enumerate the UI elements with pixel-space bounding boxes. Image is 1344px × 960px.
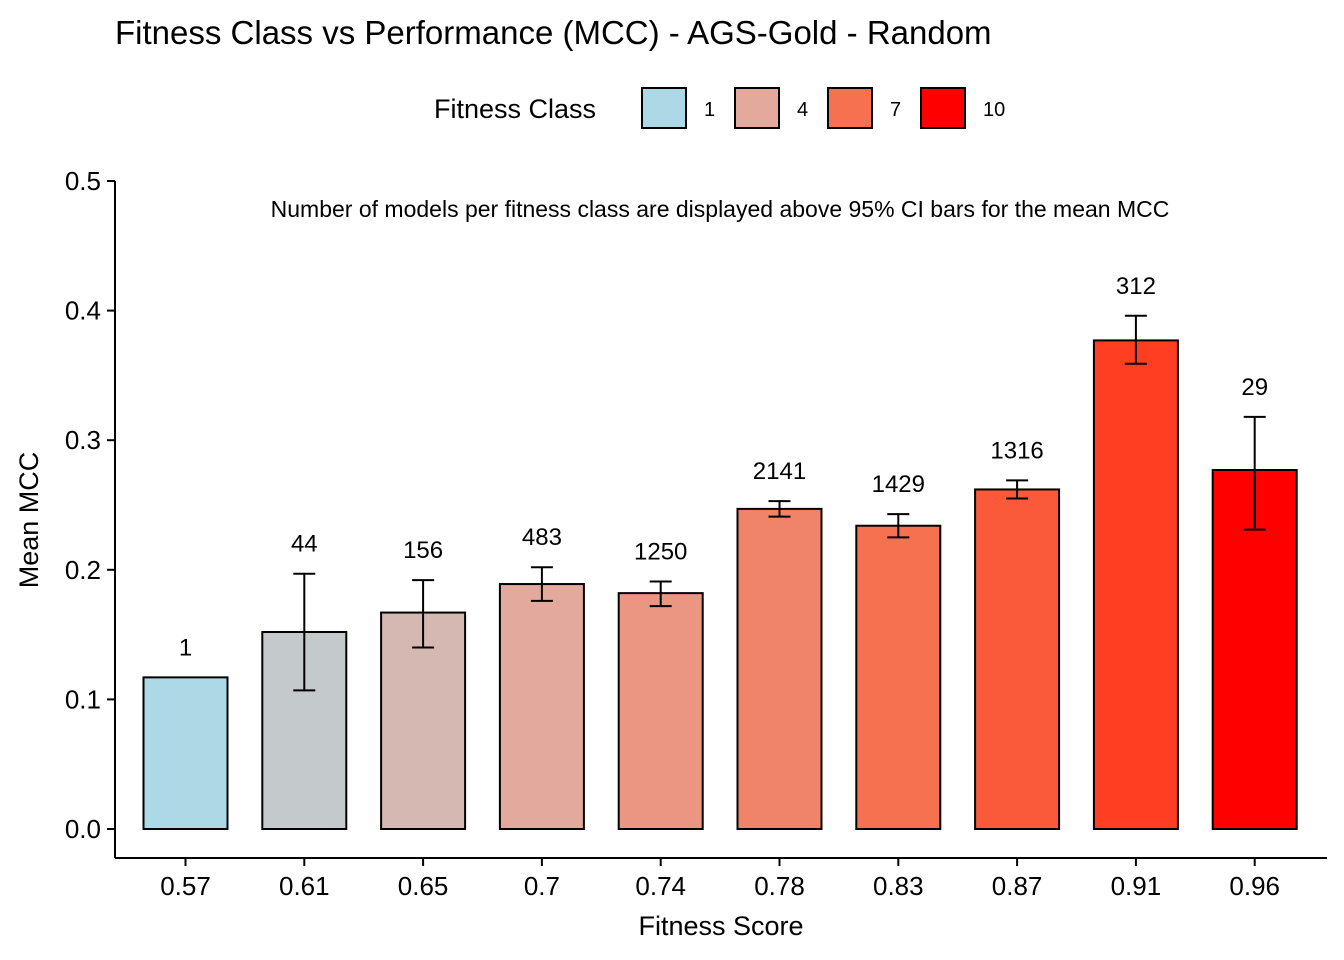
count-label: 1250 — [634, 538, 687, 565]
x-tick-label: 0.78 — [754, 871, 805, 901]
chart-title: Fitness Class vs Performance (MCC) - AGS… — [115, 14, 992, 51]
x-tick-label: 0.61 — [279, 871, 330, 901]
chart-subtitle: Number of models per fitness class are d… — [271, 196, 1170, 222]
y-tick-label: 0.0 — [65, 814, 101, 844]
count-label: 312 — [1116, 273, 1156, 300]
x-axis: 0.57 0.61 0.65 0.7 0.74 0.78 0.83 0.87 0.91 0.96 — [115, 857, 1327, 901]
x-tick-label: 0.96 — [1229, 871, 1280, 901]
legend-swatch — [827, 87, 873, 129]
legend: Fitness Class 1 4 7 10 — [434, 87, 1005, 129]
count-label: 1316 — [990, 437, 1043, 464]
legend-label: 4 — [797, 99, 808, 121]
legend-label: 1 — [704, 99, 715, 121]
y-tick-label: 0.1 — [65, 684, 101, 714]
error-bar — [1124, 314, 1147, 365]
x-tick-label: 0.87 — [992, 871, 1043, 901]
error-bar — [887, 513, 910, 539]
legend-label: 10 — [983, 99, 1005, 121]
error-bar — [530, 566, 553, 602]
count-label: 29 — [1241, 374, 1268, 401]
x-tick-label: 0.57 — [160, 871, 211, 901]
count-label: 44 — [291, 531, 318, 558]
legend-swatch — [734, 87, 780, 129]
x-tick-label: 0.7 — [524, 871, 560, 901]
legend-items: 1 4 7 10 — [641, 87, 1005, 129]
count-label: 2141 — [753, 458, 806, 485]
bars — [142, 339, 1298, 831]
error-bar — [412, 579, 435, 649]
bar — [1092, 339, 1179, 830]
bar — [617, 592, 704, 830]
error-bar — [1243, 415, 1266, 531]
legend-swatch — [641, 87, 687, 129]
legend-label: 7 — [890, 99, 901, 121]
count-labels: 1 44 156 483 1250 2141 1429 1316 312 29 — [179, 273, 1268, 662]
legend-swatch — [920, 87, 966, 129]
error-bar — [649, 580, 672, 608]
x-tick-label: 0.74 — [635, 871, 686, 901]
bar — [142, 676, 229, 830]
x-tick-label: 0.91 — [1111, 871, 1162, 901]
y-tick-label: 0.2 — [65, 555, 101, 585]
bar — [855, 524, 942, 831]
y-tick-label: 0.4 — [65, 296, 101, 326]
y-axis: 0.0 0.1 0.2 0.3 0.4 0.5 — [65, 166, 116, 858]
count-label: 1429 — [872, 471, 925, 498]
y-tick-label: 0.3 — [65, 425, 101, 455]
legend-item: 4 — [734, 87, 808, 129]
count-label: 156 — [403, 537, 443, 564]
y-axis-title: Mean MCC — [14, 452, 44, 589]
legend-item: 7 — [827, 87, 901, 129]
error-bar — [1006, 479, 1029, 500]
x-tick-label: 0.65 — [398, 871, 449, 901]
bar — [736, 507, 823, 830]
error-bar — [768, 500, 791, 518]
legend-title: Fitness Class — [434, 94, 596, 124]
error-bars — [293, 314, 1266, 692]
count-label: 1 — [179, 634, 192, 661]
bar — [974, 488, 1061, 830]
y-tick-label: 0.5 — [65, 166, 101, 196]
x-tick-label: 0.83 — [873, 871, 924, 901]
x-axis-title: Fitness Score — [638, 911, 803, 941]
error-bar — [293, 572, 316, 692]
bar — [498, 583, 585, 831]
count-label: 483 — [522, 524, 562, 551]
legend-item: 1 — [641, 87, 715, 129]
legend-item: 10 — [920, 87, 1005, 129]
